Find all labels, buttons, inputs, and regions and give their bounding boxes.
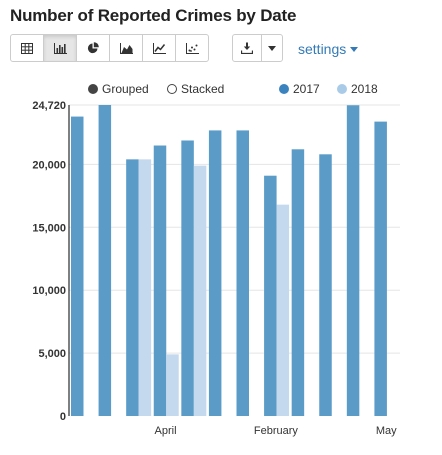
- chart-controls: Grouped Stacked 2017 2018: [0, 82, 442, 100]
- bar-2018-2[interactable]: [138, 159, 152, 416]
- area-chart-icon: [119, 42, 133, 54]
- grouped-radio-icon: [88, 84, 98, 94]
- legend-item-2017[interactable]: 2017: [279, 82, 320, 96]
- line-chart-button[interactable]: [142, 34, 176, 62]
- bar-2017-4[interactable]: [181, 140, 194, 416]
- bar-2017-7[interactable]: [264, 175, 277, 416]
- y-tick-label: 24,720: [32, 100, 66, 112]
- bar-2017-3[interactable]: [153, 145, 167, 417]
- settings-link[interactable]: settings: [298, 41, 359, 57]
- bar-chart-icon: [53, 42, 67, 54]
- y-tick-label: 5,000: [38, 348, 66, 360]
- download-dropdown-button[interactable]: [261, 34, 283, 62]
- scatter-chart-icon: [185, 42, 199, 54]
- bar-2017-6[interactable]: [236, 130, 250, 416]
- y-tick-label: 0: [60, 411, 66, 423]
- bar-2017-10[interactable]: [346, 105, 360, 416]
- chart-title: Number of Reported Crimes by Date: [10, 6, 297, 25]
- stacked-toggle[interactable]: Stacked: [167, 82, 224, 96]
- download-icon: [241, 42, 253, 54]
- bar-2018-7[interactable]: [276, 204, 290, 416]
- legend-label-2017: 2017: [293, 82, 320, 96]
- x-axis-ticks: April February May: [155, 425, 398, 437]
- pie-chart-icon: [87, 42, 99, 54]
- x-tick-label: April: [155, 425, 177, 437]
- y-axis-ticks: 0 5,000 10,000 15,000 20,000 24,720: [32, 100, 66, 423]
- bar-2018-3[interactable]: [166, 354, 179, 416]
- bar-2017-11[interactable]: [374, 121, 387, 416]
- area-chart-button[interactable]: [109, 34, 143, 62]
- bar-2017-0[interactable]: [71, 116, 84, 416]
- bar-2018-4[interactable]: [193, 165, 207, 416]
- legend-label-2018: 2018: [351, 82, 378, 96]
- bar-2017-1[interactable]: [98, 105, 112, 416]
- download-button[interactable]: [232, 34, 262, 62]
- stacked-label: Stacked: [181, 82, 225, 96]
- y-tick-label: 15,000: [32, 222, 66, 234]
- bar-chart-button[interactable]: [43, 34, 77, 62]
- bar-2017-2[interactable]: [126, 159, 139, 416]
- line-chart-icon: [152, 42, 166, 54]
- table-icon: [21, 42, 33, 54]
- legend-item-2018[interactable]: 2018: [337, 82, 378, 96]
- x-tick-label: February: [254, 425, 299, 437]
- y-tick-label: 20,000: [32, 159, 66, 171]
- download-group: [232, 34, 283, 62]
- caret-down-icon: [268, 45, 276, 51]
- bar-2017-9[interactable]: [319, 154, 332, 417]
- bars: [71, 105, 387, 417]
- x-tick-label: May: [376, 425, 397, 437]
- y-tick-label: 10,000: [32, 285, 66, 297]
- stacked-radio-icon: [167, 84, 177, 94]
- settings-caret-icon: [350, 47, 359, 52]
- settings-label: settings: [298, 41, 347, 57]
- grouped-label: Grouped: [102, 82, 149, 96]
- scatter-chart-button[interactable]: [175, 34, 209, 62]
- bar-2017-5[interactable]: [208, 130, 222, 416]
- legend-swatch-2018: [337, 84, 347, 94]
- grid-lines: [69, 104, 400, 354]
- chart-type-buttons: [10, 34, 209, 64]
- bar-2017-8[interactable]: [291, 149, 305, 416]
- grouped-toggle[interactable]: Grouped: [88, 82, 149, 96]
- chart-toolbar: settings: [10, 34, 359, 64]
- legend-swatch-2017: [279, 84, 289, 94]
